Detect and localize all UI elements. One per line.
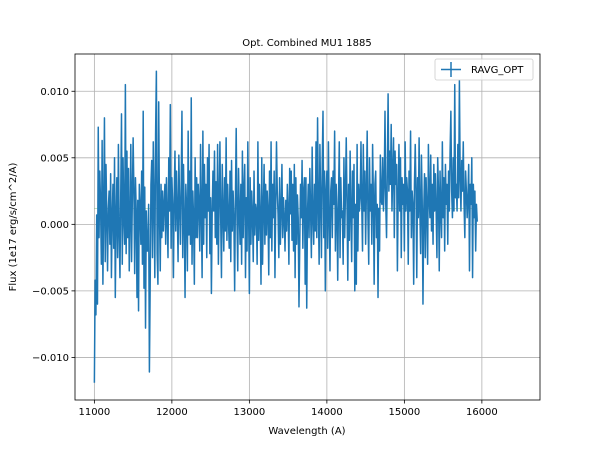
x-tick-label: 11000 [78,407,110,418]
series-line [93,70,478,383]
legend: RAVG_OPT [434,58,534,81]
x-tick-label: 12000 [156,407,188,418]
x-tick-label: 14000 [311,407,343,418]
x-tick-label: 16000 [466,407,498,418]
x-tick-label: 15000 [388,407,420,418]
y-axis: −0.010 −0.005 0.000 0.005 0.010 [32,87,75,364]
legend-box [434,58,534,81]
series-RAVG_OPT [93,70,478,383]
y-tick-label: 0.000 [40,220,69,231]
x-axis: 11000 12000 13000 14000 15000 16000 [78,400,498,418]
y-tick-label: 0.010 [40,87,69,98]
y-tick-label: 0.005 [40,153,69,164]
x-tick-label: 13000 [233,407,265,418]
legend-label: RAVG_OPT [471,65,524,76]
y-tick-label: −0.010 [32,353,69,364]
x-axis-label: Wavelength (A) [268,426,345,437]
plot-frame [74,53,541,401]
series-layer [93,70,478,383]
y-tick-label: −0.005 [32,286,69,297]
chart-title: Opt. Combined MU1 1885 [242,38,371,49]
y-axis-label: Flux (1e17 erg/s/cm^2/A) [8,163,19,292]
